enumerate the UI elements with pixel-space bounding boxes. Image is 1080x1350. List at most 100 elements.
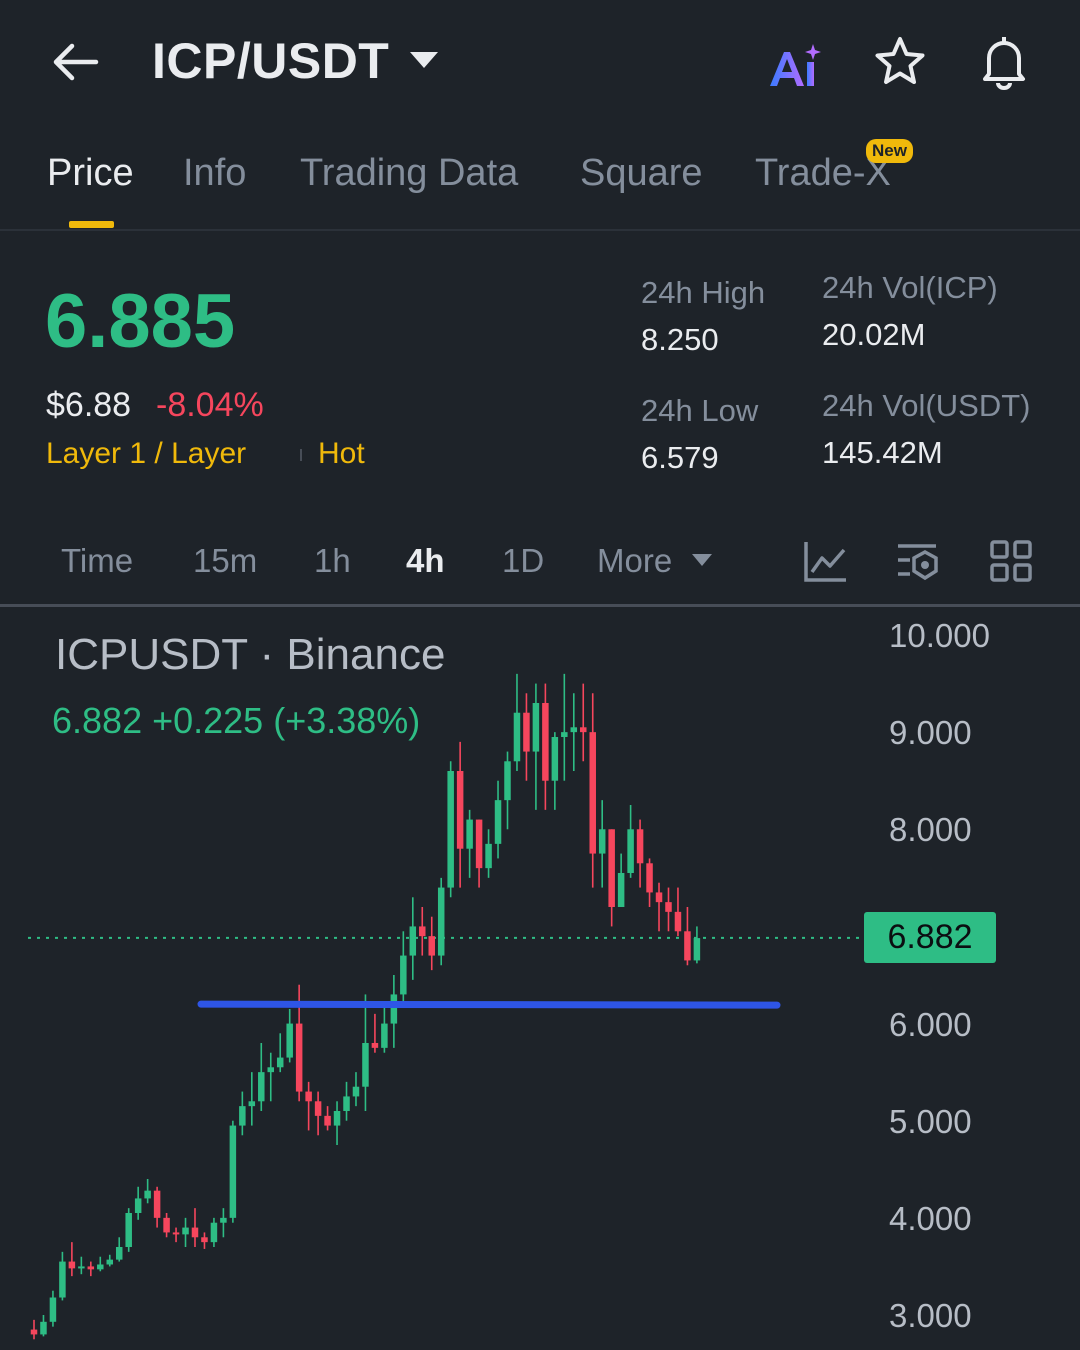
candle-body: [172, 1232, 180, 1235]
candle-body: [504, 761, 511, 801]
candle-body: [191, 1227, 199, 1238]
candle-body: [68, 1261, 76, 1269]
interval-15m[interactable]: 15m: [193, 542, 258, 579]
ai-icon[interactable]: [766, 40, 828, 90]
interval-1d[interactable]: 1D: [502, 542, 545, 579]
tab-trading-data[interactable]: Trading Data: [300, 152, 519, 194]
candle-body: [305, 1091, 312, 1102]
interval-more[interactable]: More: [597, 542, 673, 579]
candle-body: [485, 843, 492, 869]
candle-body: [134, 1198, 142, 1213]
candle-body: [362, 1043, 369, 1087]
y-tick: 3.000: [889, 1297, 972, 1334]
vol-quote-label: 24h Vol(USDT): [822, 388, 1031, 423]
candle-body: [494, 800, 502, 844]
y-tick: 8.000: [889, 811, 972, 848]
category-tag[interactable]: Layer 1 / Layer: [46, 437, 247, 470]
pair-dropdown-caret-icon[interactable]: [410, 52, 438, 68]
candle-body: [561, 732, 568, 737]
low-value: 6.579: [641, 440, 719, 475]
vol-quote-value: 145.42M: [822, 435, 943, 470]
support-line: [197, 1000, 781, 1009]
tab-info[interactable]: Info: [183, 152, 247, 194]
back-arrow-icon[interactable]: [48, 38, 102, 86]
candle-body: [665, 902, 672, 912]
more-caret-icon[interactable]: [692, 554, 712, 566]
layout-grid-icon[interactable]: [988, 538, 1034, 584]
candle-body: [580, 727, 587, 733]
candle-body: [409, 926, 417, 956]
candle-body: [201, 1237, 208, 1243]
candle-body: [428, 936, 435, 956]
candle-body: [333, 1111, 341, 1126]
indicator-icon[interactable]: [802, 538, 848, 584]
candle-body: [258, 1072, 265, 1102]
candle-body: [513, 712, 521, 762]
candle-body: [646, 863, 653, 893]
interval-1h[interactable]: 1h: [314, 542, 351, 579]
interval-time[interactable]: Time: [61, 542, 134, 579]
candle-body: [617, 873, 625, 907]
chart-settings-icon[interactable]: [894, 538, 940, 584]
active-tab-indicator: [69, 221, 114, 228]
candle-body: [295, 1023, 303, 1092]
bell-icon[interactable]: [975, 32, 1033, 90]
candle-body: [608, 829, 615, 907]
y-tick: 4.000: [889, 1200, 972, 1237]
candle-body: [456, 771, 464, 849]
candle-body: [400, 955, 407, 995]
candle-body: [636, 829, 644, 864]
candle-body: [106, 1259, 114, 1265]
candle-body: [163, 1217, 170, 1233]
chart-quote: 6.882 +0.225 (+3.38%): [52, 700, 421, 741]
tag-separator: [300, 449, 302, 461]
candle-body: [49, 1297, 57, 1322]
candle-body: [286, 1023, 293, 1058]
last-price: 6.885: [45, 279, 236, 364]
candle-body: [314, 1101, 322, 1116]
candle-body: [390, 994, 398, 1024]
usd-price: $6.88: [46, 386, 132, 424]
candle-body: [182, 1227, 189, 1235]
high-label: 24h High: [641, 275, 766, 310]
candle-body: [570, 727, 578, 733]
candle-body: [115, 1247, 123, 1260]
candle-body: [684, 931, 691, 961]
candle-body: [144, 1190, 151, 1199]
candle-body: [419, 926, 426, 937]
candle-body: [627, 829, 634, 873]
candle-body: [466, 819, 473, 849]
candle-body: [324, 1115, 331, 1126]
candle-body: [239, 1106, 246, 1126]
candle-body: [542, 703, 549, 781]
low-label: 24h Low: [641, 393, 759, 428]
candle-body: [532, 703, 540, 752]
candle-body: [248, 1101, 256, 1107]
candle-body: [267, 1067, 274, 1073]
candle-body: [78, 1266, 85, 1269]
candle-body: [589, 732, 596, 854]
interval-4h[interactable]: 4h: [406, 542, 445, 579]
pair-title[interactable]: ICP/USDT: [152, 33, 390, 89]
candle-body: [30, 1329, 38, 1335]
candle-body: [97, 1264, 104, 1270]
hot-tag[interactable]: Hot: [318, 437, 365, 470]
y-tick: 5.000: [889, 1103, 972, 1140]
y-tick: 9.000: [889, 714, 972, 751]
candle-body: [447, 771, 454, 888]
chart-symbol-title: ICPUSDT · Binance: [55, 630, 446, 679]
candle-body: [352, 1086, 360, 1097]
candle-body: [59, 1261, 66, 1298]
tab-square[interactable]: Square: [580, 152, 703, 194]
candle-body: [220, 1217, 227, 1223]
y-tick: 10.000: [889, 617, 990, 654]
candlestick-chart[interactable]: [0, 608, 1080, 1350]
candle-body: [437, 887, 445, 956]
candle-body: [229, 1125, 237, 1218]
candle-body: [551, 737, 559, 781]
candle-body: [475, 819, 483, 869]
tab-price[interactable]: Price: [47, 152, 134, 194]
star-icon[interactable]: [872, 34, 928, 90]
y-tick: 6.000: [889, 1006, 972, 1043]
candle-body: [381, 1023, 388, 1048]
